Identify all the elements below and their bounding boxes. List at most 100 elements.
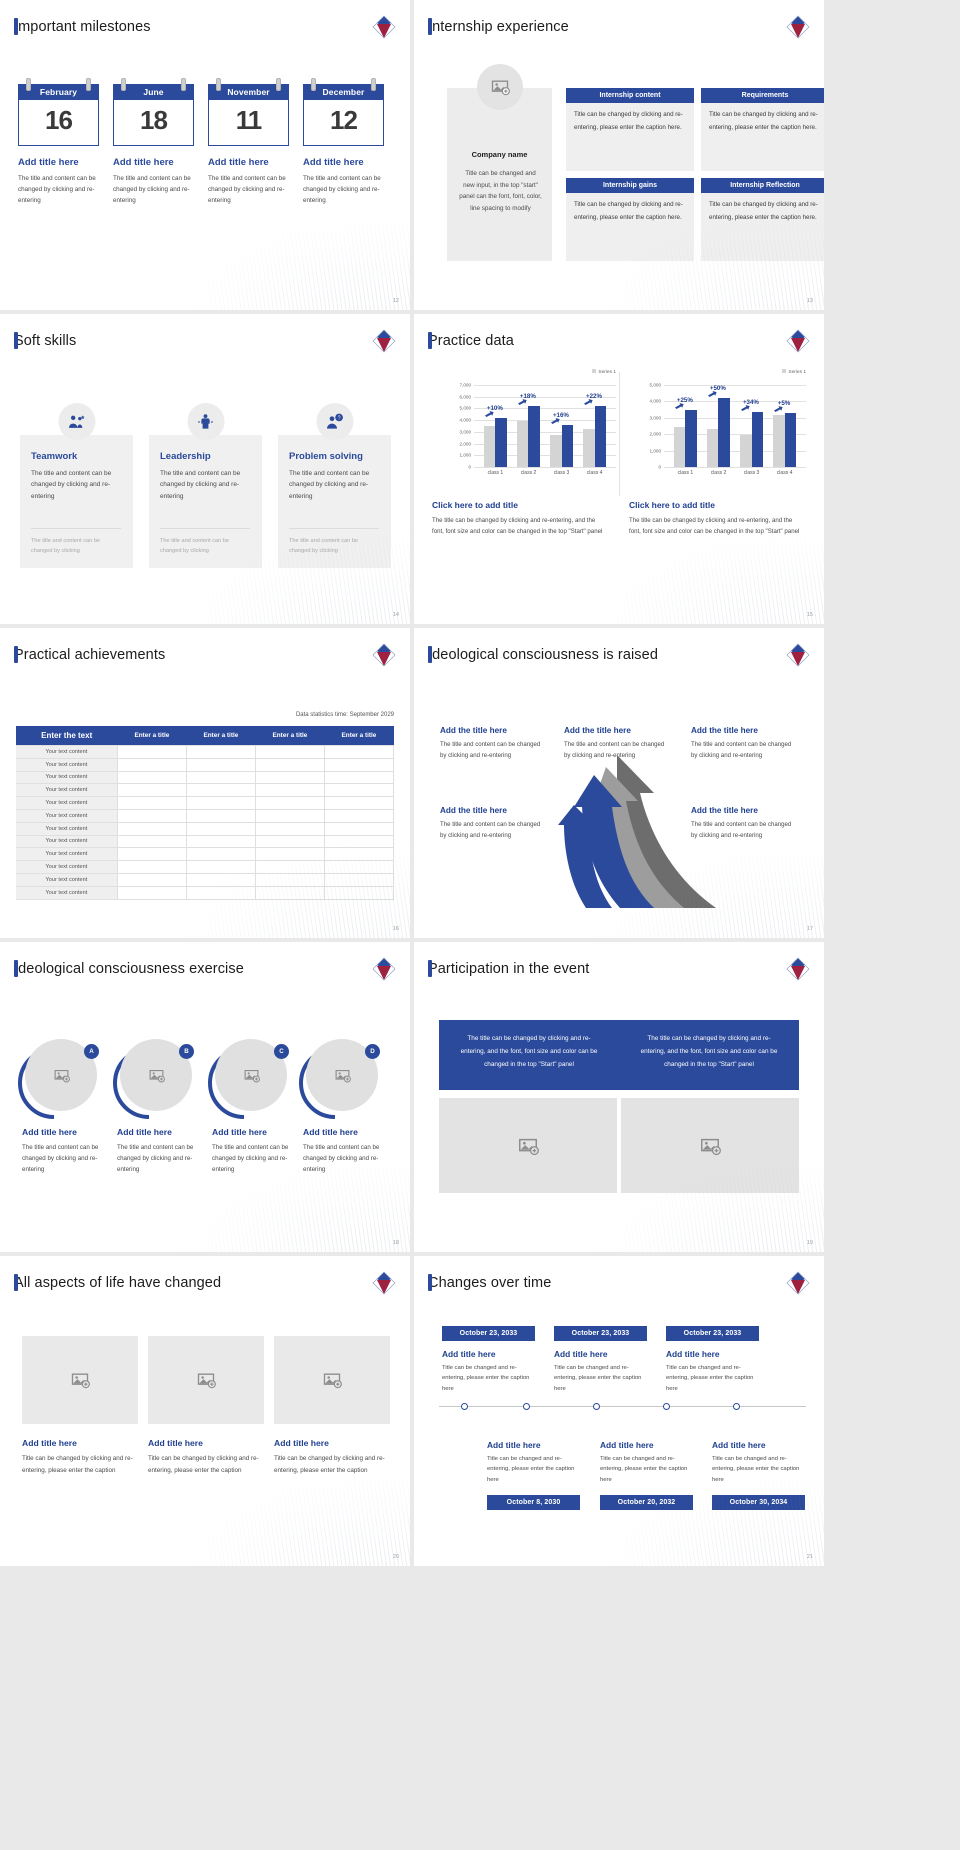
table-row[interactable]: Your text content: [16, 783, 395, 798]
milestone-card[interactable]: June 18 Add title here The title and con…: [113, 78, 194, 206]
life-card[interactable]: Add title here Title can be changed by c…: [274, 1336, 390, 1476]
table-cell[interactable]: [116, 757, 187, 772]
table-cell[interactable]: [323, 796, 395, 810]
table-cell[interactable]: [254, 847, 325, 862]
table-cell[interactable]: [116, 770, 187, 785]
timeline-card-top[interactable]: October 23, 2033 Add title here Title ca…: [662, 1322, 765, 1400]
timeline-card-top[interactable]: October 23, 2033 Add title here Title ca…: [438, 1322, 541, 1400]
table-cell[interactable]: [323, 783, 395, 798]
table-row[interactable]: Your text content: [16, 847, 395, 862]
timeline-dot[interactable]: [732, 1402, 740, 1410]
table-cell[interactable]: [323, 860, 395, 874]
table-cell[interactable]: [116, 821, 187, 836]
table-cell[interactable]: [254, 745, 325, 759]
ideology-item[interactable]: Add the title here The title and content…: [564, 726, 672, 762]
chart-caption-left[interactable]: Click here to add title The title can be…: [432, 500, 604, 538]
table-cell[interactable]: [185, 872, 256, 887]
table-cell[interactable]: [185, 834, 256, 849]
image-placeholder-icon[interactable]: [120, 1039, 192, 1111]
table-cell[interactable]: [116, 872, 187, 887]
table-cell[interactable]: Your text content: [16, 872, 118, 887]
table-cell[interactable]: [254, 821, 325, 836]
milestone-card[interactable]: November 11 Add title here The title and…: [208, 78, 289, 206]
image-placeholder-icon[interactable]: [274, 1336, 390, 1424]
image-placeholder-icon[interactable]: [22, 1336, 138, 1424]
table-cell[interactable]: [185, 770, 256, 785]
table-cell[interactable]: [254, 783, 325, 798]
timeline-dot[interactable]: [662, 1402, 670, 1410]
table-cell[interactable]: [323, 821, 395, 836]
table-column-header[interactable]: Enter a title: [324, 726, 394, 746]
table-cell[interactable]: [185, 757, 256, 772]
table-column-header[interactable]: Enter a title: [117, 726, 187, 746]
table-cell[interactable]: [185, 808, 256, 823]
timeline-dot[interactable]: [593, 1402, 601, 1410]
image-placeholder-icon[interactable]: [476, 64, 523, 110]
table-cell[interactable]: [116, 860, 187, 874]
ideology-item[interactable]: Add the title here The title and content…: [691, 806, 799, 842]
table-cell[interactable]: Your text content: [16, 745, 118, 759]
table-row[interactable]: Your text content: [16, 860, 395, 874]
milestone-card[interactable]: December 12 Add title here The title and…: [303, 78, 384, 206]
table-cell[interactable]: Your text content: [16, 757, 118, 772]
table-row[interactable]: Your text content: [16, 821, 395, 836]
table-cell[interactable]: [116, 847, 187, 862]
table-row[interactable]: Your text content: [16, 745, 395, 759]
table-cell[interactable]: [323, 847, 395, 862]
table-row[interactable]: Your text content: [16, 808, 395, 823]
table-cell[interactable]: [323, 885, 395, 900]
table-cell[interactable]: [323, 834, 395, 849]
exercise-card[interactable]: A Add title here The title and content c…: [18, 1039, 104, 1175]
life-card[interactable]: Add title here Title can be changed by c…: [22, 1336, 138, 1476]
ideology-item[interactable]: Add the title here The title and content…: [440, 726, 548, 762]
table-cell[interactable]: [116, 808, 187, 823]
table-cell[interactable]: [185, 783, 256, 798]
table-row[interactable]: Your text content: [16, 834, 395, 849]
image-placeholder-icon[interactable]: [306, 1039, 378, 1111]
internship-box[interactable]: Internship Reflection Title can be chang…: [701, 178, 824, 261]
timeline-dot[interactable]: [461, 1402, 469, 1410]
internship-box[interactable]: Requirements Title can be changed by cli…: [701, 88, 824, 171]
exercise-card[interactable]: C Add title here The title and content c…: [208, 1039, 294, 1175]
event-banner[interactable]: The title can be changed by clicking and…: [439, 1020, 799, 1090]
table-cell[interactable]: [185, 885, 256, 900]
image-placeholder-icon[interactable]: [439, 1098, 617, 1193]
table-row[interactable]: Your text content: [16, 757, 395, 772]
table-cell[interactable]: Your text content: [16, 847, 118, 862]
timeline-dot[interactable]: [523, 1402, 531, 1410]
milestone-card[interactable]: February 16 Add title here The title and…: [18, 78, 99, 206]
skill-card[interactable]: Leadership The title and content can be …: [149, 403, 262, 568]
timeline-card-bottom[interactable]: Add title here Title can be changed and …: [596, 1428, 699, 1516]
table-row[interactable]: Your text content: [16, 872, 395, 887]
table-cell[interactable]: [185, 821, 256, 836]
image-placeholder-icon[interactable]: [148, 1336, 264, 1424]
table-cell[interactable]: [254, 885, 325, 900]
ideology-item[interactable]: Add the title here The title and content…: [440, 806, 548, 842]
table-cell[interactable]: [254, 860, 325, 874]
table-cell[interactable]: [323, 808, 395, 823]
table-cell[interactable]: [254, 808, 325, 823]
table-cell[interactable]: [116, 783, 187, 798]
skill-card[interactable]: Teamwork The title and content can be ch…: [20, 403, 133, 568]
image-placeholder-icon[interactable]: [621, 1098, 799, 1193]
table-row[interactable]: Your text content: [16, 796, 395, 810]
achievements-table[interactable]: Enter the text Enter a title Enter a title…: [16, 726, 395, 900]
table-cell[interactable]: [323, 757, 395, 772]
table-cell[interactable]: Your text content: [16, 783, 118, 798]
timeline-card-bottom[interactable]: Add title here Title can be changed and …: [483, 1428, 586, 1516]
company-panel[interactable]: Company name Title can be changed and ne…: [447, 64, 552, 261]
table-row[interactable]: Your text content: [16, 885, 395, 900]
image-placeholder-icon[interactable]: [215, 1039, 287, 1111]
table-cell[interactable]: [254, 872, 325, 887]
timeline-card-top[interactable]: October 23, 2033 Add title here Title ca…: [550, 1322, 653, 1400]
life-card[interactable]: Add title here Title can be changed by c…: [148, 1336, 264, 1476]
chart-caption-right[interactable]: Click here to add title The title can be…: [629, 500, 805, 538]
table-cell[interactable]: [185, 796, 256, 810]
table-cell[interactable]: [323, 770, 395, 785]
table-cell[interactable]: [185, 860, 256, 874]
table-cell[interactable]: [185, 847, 256, 862]
table-cell[interactable]: [116, 745, 187, 759]
table-cell[interactable]: Your text content: [16, 834, 118, 849]
table-row[interactable]: Your text content: [16, 770, 395, 785]
table-cell[interactable]: [254, 796, 325, 810]
